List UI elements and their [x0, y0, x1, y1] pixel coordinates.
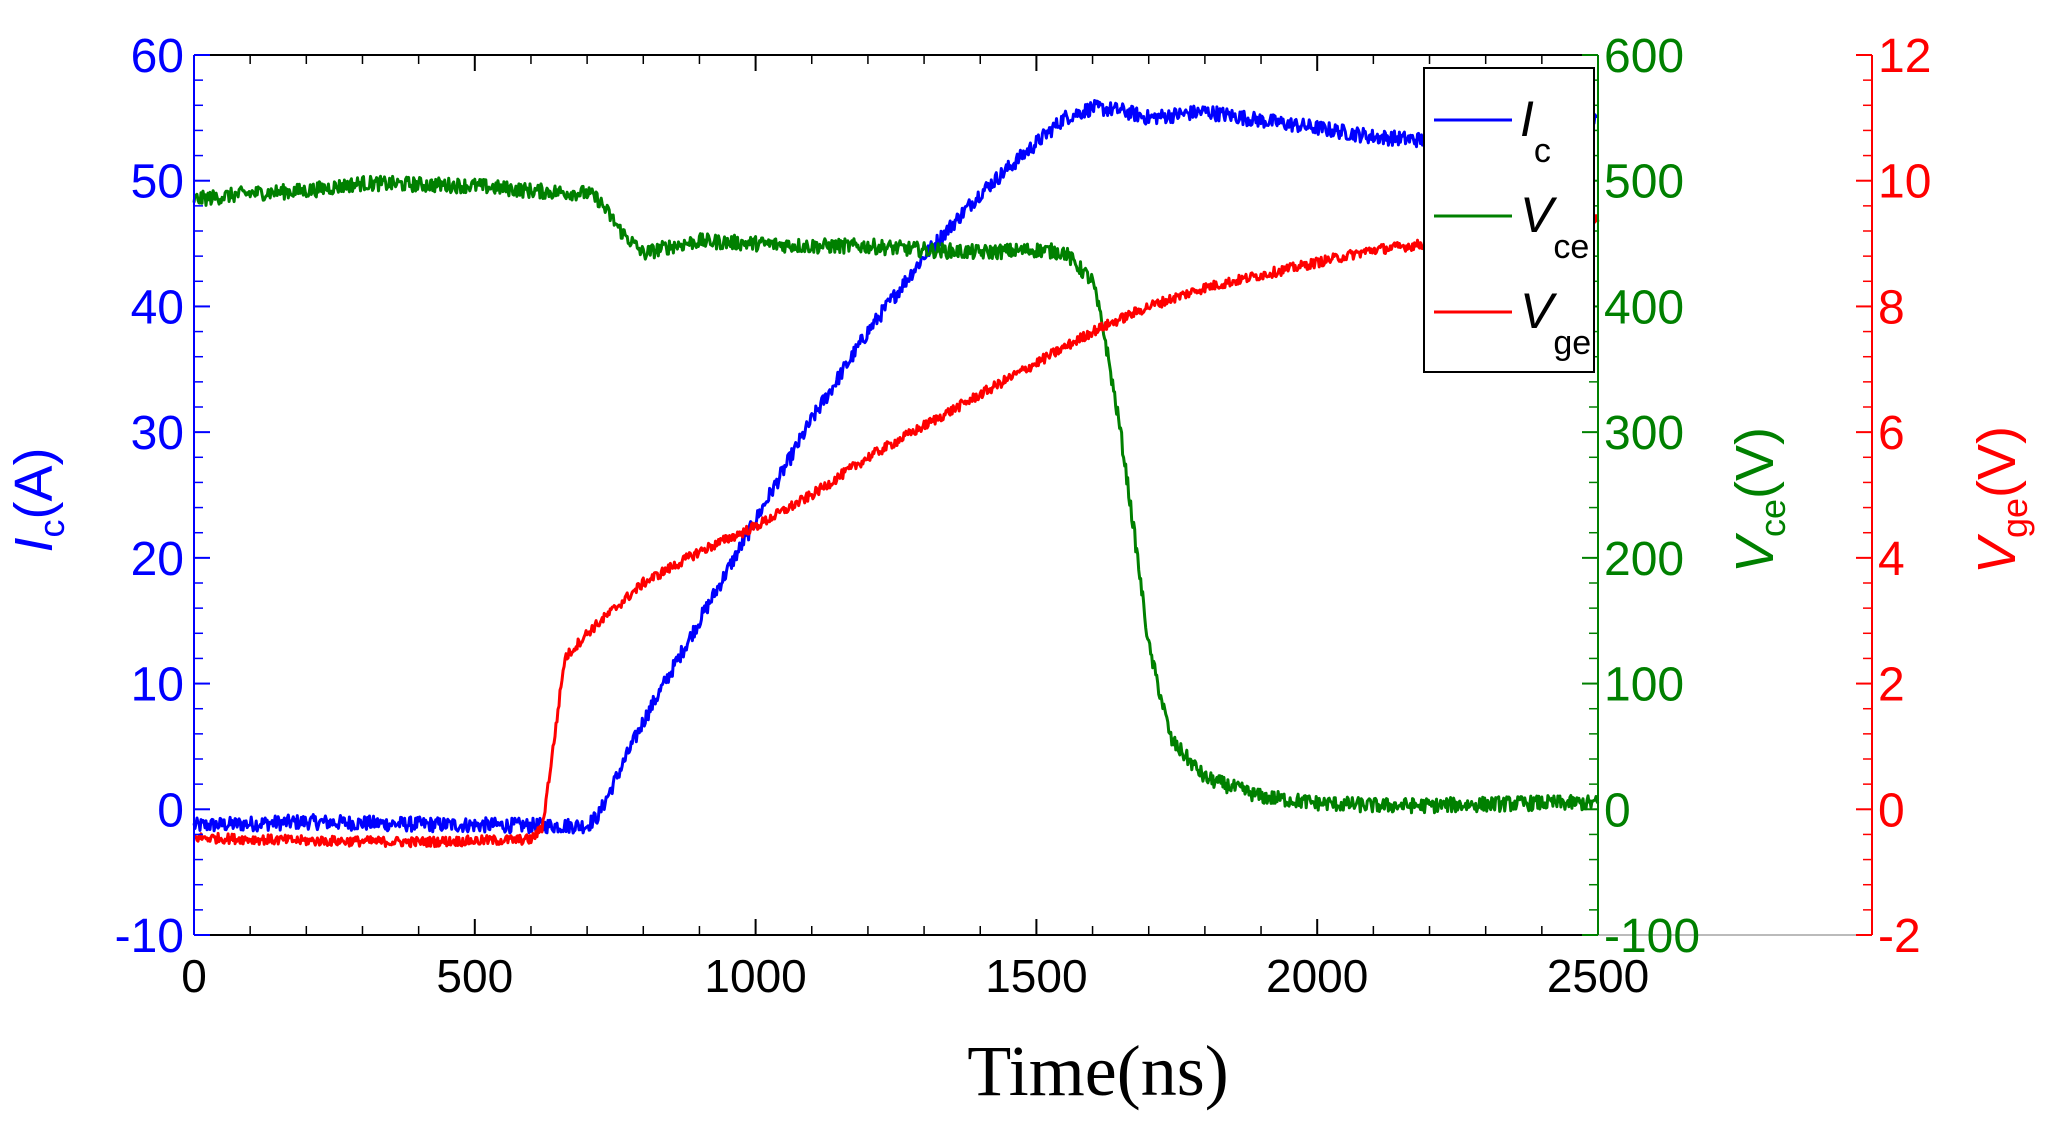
x-axis-title: Time(ns)	[967, 1031, 1228, 1111]
y-tick-label-right2: 0	[1878, 784, 1905, 837]
legend-label-ic: Ic	[1520, 91, 1551, 170]
y-axis-title-right1: Vce(V)	[1725, 427, 1793, 573]
series-line-ic	[192, 99, 1599, 835]
x-tick-label: 2000	[1266, 950, 1368, 1002]
legend-label-vce: Vce	[1520, 187, 1589, 266]
series-line-vge	[193, 214, 1600, 849]
series-layer	[192, 99, 1600, 849]
y-tick-label-right1: 100	[1604, 659, 1684, 712]
x-tick-label: 1000	[704, 950, 806, 1002]
x-tick-label: 0	[181, 950, 207, 1002]
y-tick-label-right2: 2	[1878, 659, 1905, 712]
y-tick-label-right1: -100	[1604, 910, 1700, 963]
legend: Ic Vce Vge	[1423, 67, 1595, 373]
y-tick-label-left: 50	[131, 156, 184, 209]
x-tick-label: 2500	[1547, 950, 1649, 1002]
y-tick-label-right2: 8	[1878, 281, 1905, 334]
y-tick-label-right2: 10	[1878, 156, 1931, 209]
axes-layer: -100102030405060Ic(A)-100010020030040050…	[4, 30, 2035, 963]
plot-frame: 0 500 1000 1500 2000 2500	[181, 54, 1872, 1002]
y-tick-label-left: 60	[131, 30, 184, 83]
y-tick-label-right1: 500	[1604, 156, 1684, 209]
y-tick-label-right1: 200	[1604, 533, 1684, 586]
legend-label-vge: Vge	[1520, 283, 1591, 362]
series-line-vce	[192, 174, 1600, 815]
y-tick-label-right2: -2	[1878, 910, 1921, 963]
y-tick-label-right2: 4	[1878, 533, 1905, 586]
y-tick-label-right1: 0	[1604, 784, 1631, 837]
y-tick-label-left: -10	[115, 910, 184, 963]
y-tick-label-left: 30	[131, 407, 184, 460]
y-tick-label-right2: 12	[1878, 30, 1931, 83]
y-tick-label-right1: 600	[1604, 30, 1684, 83]
y-tick-label-right1: 300	[1604, 407, 1684, 460]
x-tick-label: 500	[436, 950, 513, 1002]
y-tick-label-right1: 400	[1604, 281, 1684, 334]
y-axis-title-right2: Vge(V)	[1967, 426, 2035, 574]
y-tick-label-left: 0	[157, 784, 184, 837]
y-tick-label-left: 20	[131, 533, 184, 586]
y-tick-label-left: 40	[131, 281, 184, 334]
x-tick-label: 1500	[985, 950, 1087, 1002]
y-tick-label-left: 10	[131, 659, 184, 712]
y-tick-label-right2: 6	[1878, 407, 1905, 460]
y-axis-title-left: Ic(A)	[4, 448, 72, 553]
